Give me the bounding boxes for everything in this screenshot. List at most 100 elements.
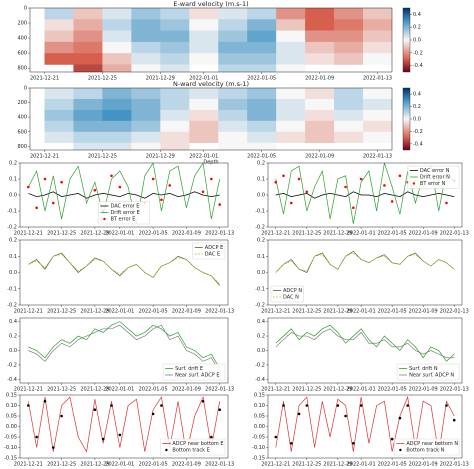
heat-cell [73, 142, 103, 150]
data-point [383, 184, 386, 187]
x-tick-label: 2022-01-09 [305, 154, 334, 160]
series-line [275, 250, 455, 273]
heat-cell [44, 88, 74, 100]
heat-cell [276, 41, 306, 54]
heat-cell [247, 120, 277, 133]
y-tick-label: -0.4 [7, 377, 17, 383]
x-tick-label: 2022-01-01 [347, 231, 376, 237]
x-tick-label: 2021-12-29 [80, 309, 109, 315]
colorbar-tick-label: 0.0 [413, 117, 421, 123]
heat-cell [305, 120, 335, 133]
heat-cell [334, 30, 364, 43]
y-tick-label: 0.1 [9, 254, 17, 260]
y-tick-label: 600 [17, 51, 27, 57]
y-tick-label: 0.4 [257, 319, 265, 325]
heat-cell [44, 131, 74, 144]
y-tick-label: 0.2 [9, 238, 17, 244]
heat-cell [218, 64, 248, 72]
heat-cell [276, 88, 306, 100]
heat-cell [73, 88, 103, 100]
data-point [118, 185, 122, 189]
x-tick-label: 2022-01-01 [105, 231, 134, 237]
heat-cell [363, 19, 392, 31]
legend-box [394, 438, 460, 456]
plot-area [28, 321, 220, 373]
heat-cell [334, 19, 364, 31]
x-tick-label: 2022-01-05 [139, 309, 168, 315]
heat-cell [189, 131, 219, 144]
x-tick-label: 2021-12-25 [292, 387, 321, 393]
heat-cell [160, 8, 190, 20]
chart-title: N-ward velocity (m.s-1) [173, 80, 249, 88]
colorbar-tick-label: 0.0 [413, 38, 421, 44]
heat-cell [276, 64, 306, 72]
legend-label: Bottom track E [172, 448, 209, 454]
heat-cell [102, 88, 132, 100]
data-point [274, 435, 278, 439]
heat-cell [44, 53, 74, 65]
y-tick-label: -0.15 [4, 456, 17, 462]
heat-cell [102, 64, 132, 72]
heat-cell [189, 88, 219, 100]
legend-label: Near surf. ADCP E [175, 373, 219, 379]
x-tick-label: 2022-01-13 [440, 387, 469, 393]
y-tick-label: 0.4 [9, 319, 17, 325]
x-tick-label: 2022-01-13 [205, 231, 234, 237]
plot-area [44, 88, 392, 150]
x-tick-label: 2022-01-13 [205, 309, 234, 315]
y-tick-label: 600 [17, 129, 27, 135]
y-tick-label: -0.2 [7, 225, 17, 231]
heat-cell [73, 19, 103, 31]
y-tick-label: -0.2 [7, 303, 17, 309]
x-tick-label: 2022-01-09 [305, 76, 334, 82]
y-tick-label: -0.10 [252, 445, 265, 451]
x-tick-label: 2022-01-05 [139, 387, 168, 393]
heat-cell [73, 109, 103, 122]
x-tick-label: 2022-01-09 [172, 387, 201, 393]
plot-frame [29, 7, 393, 73]
x-tick-label: 2022-01-01 [189, 154, 218, 160]
plot-area [275, 324, 455, 362]
y-tick-label: 0.0 [9, 270, 17, 276]
heat-cell [189, 120, 219, 133]
data-point [43, 177, 47, 181]
y-tick-label: 0.00 [254, 424, 265, 430]
data-point [27, 185, 30, 189]
x-tick-label: 2022-01-13 [440, 462, 469, 468]
data-point [93, 408, 97, 412]
plot-area [274, 395, 456, 454]
data-point [359, 404, 363, 407]
colorbar-tick-label: -0.2 [413, 50, 423, 56]
data-point [305, 404, 309, 407]
legend-label: BT error E [110, 217, 135, 223]
heat-cell [218, 53, 248, 65]
data-point [210, 177, 213, 181]
heat-cell [44, 30, 74, 43]
series-line [275, 324, 455, 362]
heat-cell [247, 53, 277, 65]
y-tick-label: 0.1 [9, 177, 17, 183]
data-point [35, 435, 38, 439]
data-point [110, 174, 113, 178]
y-tick-label: 0.0 [257, 270, 265, 276]
heat-cell [102, 131, 132, 144]
colorbar-tick-label: -0.4 [413, 141, 423, 147]
heat-cell [363, 120, 392, 133]
heat-cell [131, 53, 161, 65]
legend-swatch [412, 182, 416, 185]
x-tick-label: 2021-12-29 [323, 462, 352, 468]
heat-cell [247, 19, 277, 31]
y-tick-label: 0 [24, 86, 27, 92]
x-tick-label: 2022-01-09 [409, 309, 438, 315]
x-tick-label: 2022-01-01 [105, 387, 134, 393]
heat-cell [160, 131, 190, 144]
colorbar-tick-label: 0.2 [413, 25, 421, 31]
heat-cell [334, 41, 364, 54]
legend-label: DAC E [205, 252, 220, 258]
heat-cell [218, 98, 248, 111]
x-tick-label: 2022-01-13 [440, 309, 469, 315]
series-line [275, 191, 455, 199]
heat-cell [102, 109, 132, 122]
heat-cell [305, 131, 335, 144]
